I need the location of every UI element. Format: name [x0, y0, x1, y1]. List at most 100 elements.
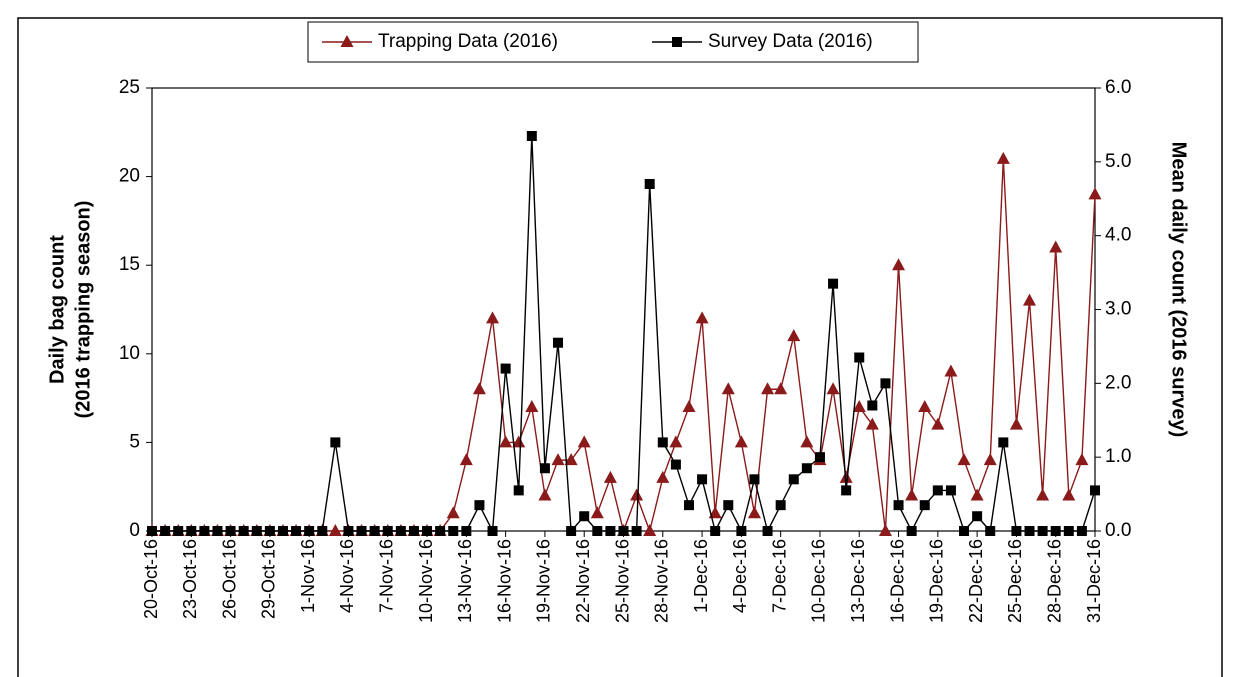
series-line: [152, 135, 1096, 534]
data-point: [499, 435, 513, 448]
x-tick-label: 26-Oct-16: [219, 539, 239, 619]
series-line: [152, 158, 1096, 534]
data-point: [551, 453, 565, 466]
y-tick-label: 20: [119, 166, 140, 187]
data-point: [526, 130, 537, 141]
data-point: [343, 526, 354, 536]
data-point: [710, 526, 721, 536]
x-tick-label: 19-Dec-16: [927, 539, 947, 623]
data-point: [880, 378, 891, 389]
y-tick-label: 0: [129, 520, 140, 541]
data-point: [500, 363, 511, 374]
data-point: [747, 506, 761, 519]
data-point: [630, 488, 644, 501]
data-point: [841, 485, 852, 496]
data-point: [1009, 417, 1023, 430]
legend-marker: [340, 35, 354, 47]
data-point: [577, 435, 591, 448]
x-tick-label: 19-Nov-16: [534, 539, 554, 623]
data-point: [1050, 526, 1061, 536]
y2-axis-title: Mean daily count (2016 survey): [1168, 142, 1190, 438]
x-tick-label: 29-Oct-16: [259, 539, 279, 619]
legend: [307, 21, 919, 63]
data-point: [251, 526, 262, 536]
data-point: [304, 526, 315, 536]
data-point: [264, 526, 275, 536]
data-point: [369, 526, 380, 536]
data-point: [317, 526, 328, 536]
data-point: [708, 506, 722, 519]
data-point: [513, 485, 524, 496]
data-point: [697, 474, 708, 485]
data-point: [1023, 293, 1037, 306]
frame: [17, 17, 1223, 677]
legend-label: Survey Data (2016): [708, 31, 873, 52]
data-point: [801, 463, 812, 474]
data-point: [867, 400, 878, 411]
x-tick-label: 1-Nov-16: [298, 539, 318, 613]
x-tick-label: 31-Dec-16: [1084, 539, 1104, 623]
x-tick-label: 13-Dec-16: [848, 539, 868, 623]
data-point: [865, 417, 879, 430]
data-point: [553, 337, 564, 348]
data-point: [186, 526, 197, 536]
data-point: [238, 526, 249, 536]
y-tick-label: 15: [119, 254, 140, 275]
data-point: [474, 500, 485, 511]
data-point: [539, 463, 550, 474]
data-point: [446, 506, 460, 519]
data-point: [800, 435, 814, 448]
data-point: [408, 526, 419, 536]
x-tick-label: 25-Nov-16: [612, 539, 632, 623]
x-tick-label: 16-Nov-16: [494, 539, 514, 623]
data-point: [996, 151, 1010, 164]
data-point: [1037, 526, 1048, 536]
data-point: [566, 526, 577, 536]
data-point: [422, 526, 433, 536]
data-point: [1011, 526, 1022, 536]
data-point: [605, 526, 616, 536]
x-tick-label: 7-Nov-16: [377, 539, 397, 613]
data-point: [918, 399, 932, 412]
data-point: [932, 485, 943, 496]
x-tick-label: 4-Dec-16: [730, 539, 750, 613]
data-point: [919, 500, 930, 511]
data-point: [814, 452, 825, 463]
data-point: [356, 526, 367, 536]
data-point: [854, 352, 865, 363]
y2-tick-label: 4.0: [1105, 225, 1131, 246]
x-tick-label: 1-Dec-16: [691, 539, 711, 613]
data-point: [199, 526, 210, 536]
x-tick-label: 20-Oct-16: [141, 539, 161, 619]
data-point: [592, 526, 603, 536]
data-point: [670, 459, 681, 470]
data-point: [487, 526, 498, 536]
data-point: [826, 382, 840, 395]
data-point: [538, 488, 552, 501]
data-point: [1063, 526, 1074, 536]
data-point: [906, 526, 917, 536]
data-point: [749, 474, 760, 485]
data-point: [643, 524, 657, 536]
data-point: [1062, 488, 1076, 501]
y-tick-label: 10: [119, 343, 140, 364]
data-point: [564, 453, 578, 466]
data-point: [382, 526, 393, 536]
data-point: [603, 470, 617, 483]
data-point: [657, 437, 668, 448]
y-tick-label: 25: [119, 77, 140, 98]
x-tick-label: 10-Nov-16: [416, 539, 436, 623]
data-point: [147, 526, 157, 536]
y2-tick-label: 0.0: [1105, 520, 1131, 541]
data-point: [1090, 485, 1100, 496]
data-point: [395, 526, 406, 536]
data-point: [1088, 187, 1102, 200]
data-point: [448, 526, 459, 536]
data-point: [944, 364, 958, 377]
data-point: [931, 417, 945, 430]
x-tick-label: 4-Nov-16: [337, 539, 357, 613]
y-axis-title: Daily bag count: [46, 235, 68, 384]
data-point: [525, 399, 539, 412]
y2-tick-label: 1.0: [1105, 446, 1131, 467]
